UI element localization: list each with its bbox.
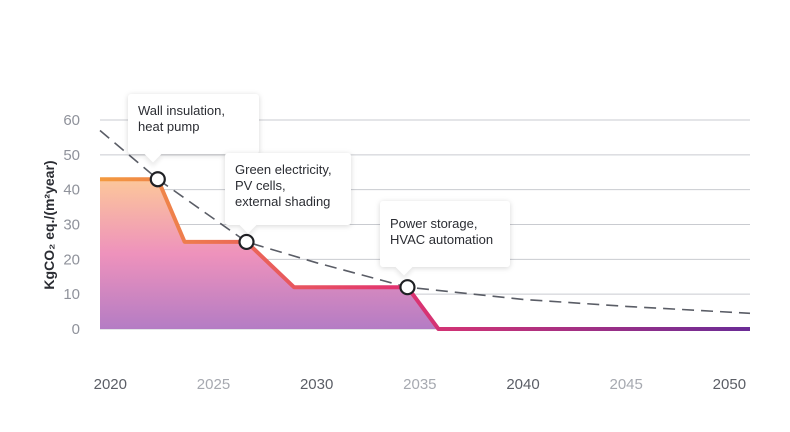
y-tick-60: 60 xyxy=(63,112,80,129)
callout-text: Green electricity, PV cells, external sh… xyxy=(235,162,332,209)
emissions-series-line xyxy=(100,177,750,331)
y-axis-ticks: 0 10 20 30 40 50 60 xyxy=(63,112,80,338)
reference-trend-line xyxy=(99,129,751,315)
x-tick-2040: 2040 xyxy=(506,376,539,393)
x-axis-ticks: 2020 2025 2030 2035 2040 2045 2050 xyxy=(94,376,746,393)
callout-text: Power storage, HVAC automation xyxy=(390,216,494,247)
x-tick-2035: 2035 xyxy=(403,376,436,393)
x-tick-2050: 2050 xyxy=(713,376,746,393)
callout-power-storage: Power storage, HVAC automation xyxy=(380,201,510,276)
y-axis-label: KgCO₂ eq./(m²year) xyxy=(41,160,57,289)
y-tick-50: 50 xyxy=(63,147,80,164)
milestone-marker-1 xyxy=(149,171,166,188)
x-tick-2030: 2030 xyxy=(300,376,333,393)
milestone-markers xyxy=(149,171,416,296)
callout-green-electricity: Green electricity, PV cells, external sh… xyxy=(225,153,351,234)
milestone-marker-2 xyxy=(238,233,255,251)
x-tick-2045: 2045 xyxy=(610,376,643,393)
emissions-area-fill xyxy=(100,179,750,329)
y-tick-40: 40 xyxy=(63,182,80,199)
x-tick-2020: 2020 xyxy=(94,376,127,393)
y-tick-20: 20 xyxy=(63,251,80,268)
callout-text: Wall insulation, heat pump xyxy=(138,103,225,134)
y-tick-10: 10 xyxy=(63,286,80,303)
x-tick-2025: 2025 xyxy=(197,376,230,393)
y-tick-30: 30 xyxy=(63,217,80,234)
y-tick-0: 0 xyxy=(72,321,80,338)
callout-wall-insulation: Wall insulation, heat pump xyxy=(128,94,259,163)
milestone-marker-3 xyxy=(399,279,416,296)
